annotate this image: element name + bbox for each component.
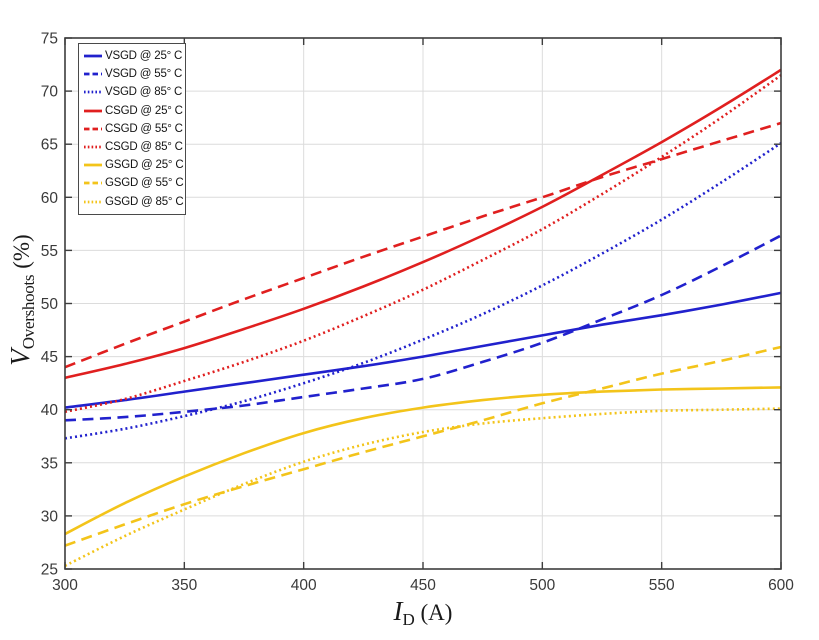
legend-label: VSGD @ 55° C <box>105 68 183 81</box>
legend-label: CSGD @ 25° C <box>105 104 183 117</box>
legend-line-sample-solid <box>84 163 102 167</box>
x-axis-label-subscript: D <box>402 610 415 629</box>
legend-item: VSGD @ 25° C <box>84 47 185 65</box>
legend-label: VSGD @ 85° C <box>105 86 183 99</box>
legend-label: CSGD @ 55° C <box>105 122 183 135</box>
y-tick-label: 65 <box>41 137 58 154</box>
legend-label: CSGD @ 85° C <box>105 141 183 154</box>
x-tick-label: 350 <box>171 577 197 594</box>
y-tick-label: 25 <box>41 562 58 579</box>
y-tick-label: 40 <box>41 402 59 419</box>
legend-line-sample-dashed <box>84 127 102 131</box>
x-axis-label-unit: (A) <box>420 600 453 625</box>
y-axis-label-unit: (%) <box>9 234 34 269</box>
legend-line-sample-solid <box>84 109 102 113</box>
y-tick-label: 45 <box>41 349 58 366</box>
x-tick-label: 600 <box>768 577 794 594</box>
legend-item: VSGD @ 85° C <box>84 83 185 101</box>
legend-item: GSGD @ 55° C <box>84 174 185 192</box>
series-vsgd-55-c <box>64 234 782 422</box>
legend-line-sample-dotted <box>84 91 102 94</box>
legend-line-sample-solid <box>84 54 102 58</box>
y-tick-label: 50 <box>41 296 59 313</box>
y-tick-label: 30 <box>41 508 59 525</box>
series-gsgd-25-c <box>64 386 782 536</box>
series-csgd-55-c <box>64 121 782 369</box>
legend: VSGD @ 25° C VSGD @ 55° C VSGD @ 85° C CSGD… <box>78 43 186 215</box>
legend-item: CSGD @ 55° C <box>84 120 185 138</box>
x-tick-label: 300 <box>52 577 78 594</box>
y-tick-label: 35 <box>41 455 58 472</box>
series-gsgd-55-c <box>64 345 782 547</box>
series-vsgd-85-c <box>64 142 782 440</box>
legend-line-sample-dashed <box>84 72 102 76</box>
legend-line-sample-dotted <box>84 145 102 149</box>
legend-item: CSGD @ 85° C <box>84 138 185 156</box>
legend-item: CSGD @ 25° C <box>84 102 185 120</box>
series-gsgd-85-c <box>64 407 782 567</box>
x-tick-label: 400 <box>291 577 317 594</box>
x-axis-label: ID (A) <box>394 596 453 630</box>
y-axis-label: VOvershoots (%) <box>5 234 39 365</box>
series-csgd-25-c <box>64 68 782 380</box>
y-tick-label: 70 <box>41 84 59 101</box>
legend-item: GSGD @ 25° C <box>84 156 185 174</box>
legend-line-sample-dashed <box>84 182 102 185</box>
legend-label: VSGD @ 25° C <box>105 50 183 63</box>
y-axis-label-subscript: Overshoots <box>19 274 38 350</box>
x-tick-label: 550 <box>649 577 675 594</box>
legend-item: VSGD @ 55° C <box>84 65 185 83</box>
y-axis-label-symbol: V <box>5 349 35 366</box>
x-tick-label: 450 <box>410 577 436 594</box>
series-vsgd-25-c <box>64 291 782 409</box>
legend-label: GSGD @ 85° C <box>105 195 184 208</box>
x-tick-label: 500 <box>529 577 555 594</box>
y-tick-label: 75 <box>41 31 58 48</box>
y-tick-label: 55 <box>41 243 58 260</box>
x-axis-label-symbol: I <box>393 596 403 626</box>
legend-label: GSGD @ 25° C <box>105 159 184 172</box>
y-tick-label: 60 <box>41 190 59 207</box>
legend-line-sample-dotted <box>84 200 102 203</box>
legend-item: GSGD @ 85° C <box>84 193 185 211</box>
legend-label: GSGD @ 55° C <box>105 177 184 190</box>
